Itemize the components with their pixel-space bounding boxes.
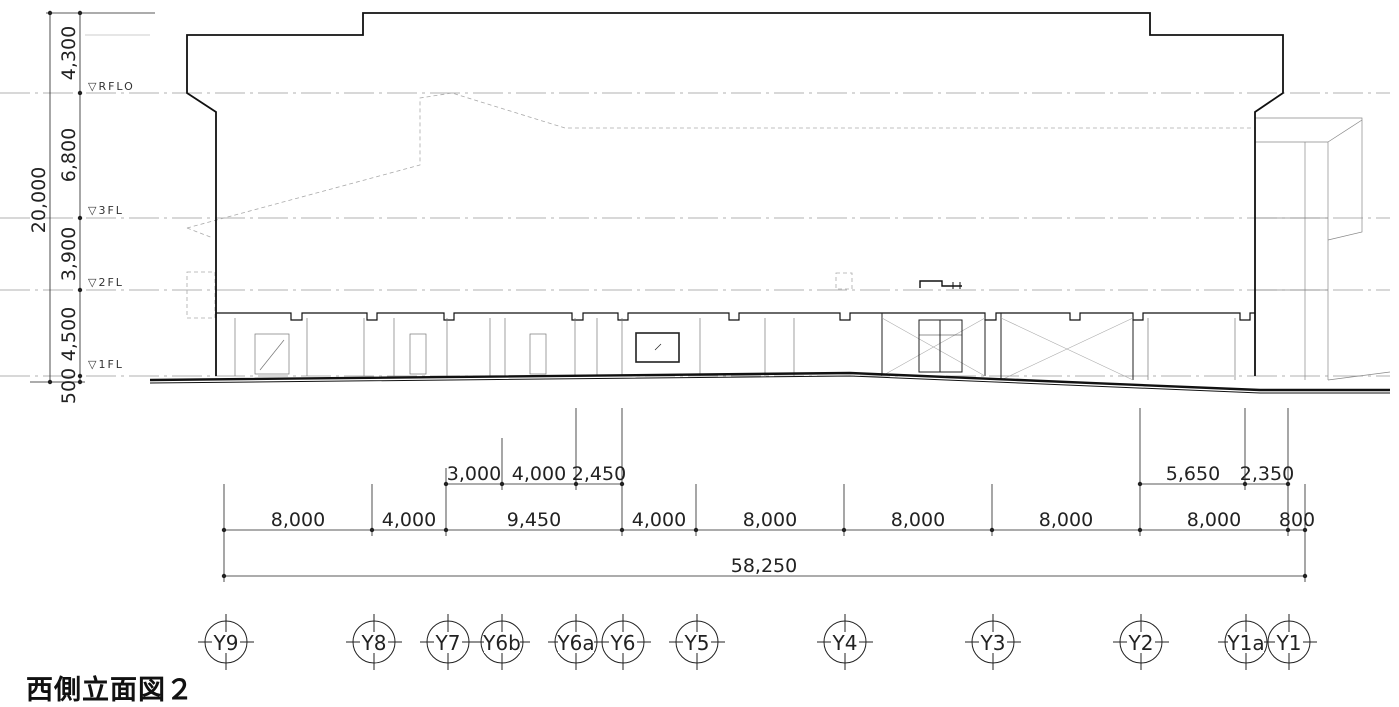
cornice: [215, 312, 1255, 321]
dim-upper-2: 4,000: [512, 463, 566, 485]
ground-floor-openings: [635, 313, 1134, 381]
wall-fixture: [919, 280, 962, 289]
dim-span-6: 8,000: [891, 509, 945, 531]
dim-height-3f: 6,800: [58, 128, 80, 182]
window: [635, 332, 680, 363]
grid-label-y5: Y5: [684, 631, 710, 655]
dim-height-rf: 4,300: [58, 26, 80, 80]
dim-span-7: 8,000: [1039, 509, 1093, 531]
grid-label-y6b: Y6b: [482, 631, 521, 655]
grid-label-y6: Y6: [610, 631, 636, 655]
grid-label-backs: [212, 632, 1303, 653]
grid-label-y4: Y4: [832, 631, 858, 655]
hidden-outline: [186, 92, 1255, 319]
dim-span-5: 8,000: [743, 509, 797, 531]
dim-span-4: 4,000: [632, 509, 686, 531]
grid-label-y8: Y8: [361, 631, 387, 655]
grid-label-y9: Y9: [213, 631, 239, 655]
drawing-title: 西側立面図２: [26, 675, 194, 706]
grid-label-y3: Y3: [980, 631, 1006, 655]
horizontal-dimensions: [221, 408, 1308, 582]
dim-upper-3: 2,450: [572, 463, 626, 485]
level-label-2fl: ▽2FL: [88, 276, 124, 289]
dim-upper-5: 2,350: [1240, 463, 1294, 485]
dim-span-9: 800: [1279, 509, 1315, 531]
dim-total-width: 58,250: [731, 555, 797, 577]
grid-label-y6a: Y6a: [556, 631, 594, 655]
level-label-rfl: ▽RFLO: [88, 80, 135, 93]
grid-label-y7: Y7: [435, 631, 461, 655]
grid-label-y1: Y1: [1276, 631, 1302, 655]
adjacent-structure: [1255, 117, 1391, 381]
ground-line: [149, 371, 1390, 394]
dim-upper-4: 5,650: [1166, 463, 1220, 485]
dim-upper-1: 3,000: [447, 463, 501, 485]
dim-span-8: 8,000: [1187, 509, 1241, 531]
dim-height-base: 500: [58, 368, 80, 404]
dim-span-3: 9,450: [507, 509, 561, 531]
level-label-3fl: ▽3FL: [88, 204, 124, 217]
level-lines: [0, 92, 1390, 377]
vertical-dimensions: [30, 10, 155, 385]
grid-label-y1a: Y1a: [1226, 631, 1264, 655]
dim-total-height: 20,000: [28, 167, 50, 233]
level-label-1fl: ▽1FL: [88, 358, 124, 371]
grid-label-y2: Y2: [1128, 631, 1154, 655]
dim-span-1: 8,000: [271, 509, 325, 531]
building-outline: [186, 12, 1284, 376]
dim-span-2: 4,000: [382, 509, 436, 531]
dim-height-1f: 4,500: [58, 307, 80, 361]
ground-floor-details: [234, 318, 1236, 380]
dim-height-2f: 3,900: [58, 227, 80, 281]
